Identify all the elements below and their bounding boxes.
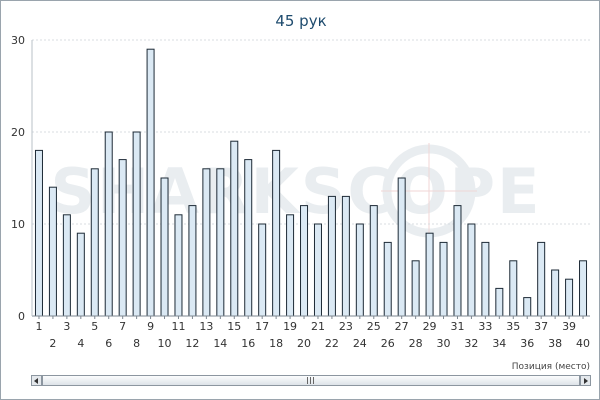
x-tick-label: 30 <box>437 337 451 350</box>
bar <box>313 223 322 317</box>
bar <box>62 214 71 317</box>
x-tick-label: 9 <box>147 320 154 333</box>
x-tick-label: 23 <box>339 320 353 333</box>
bar <box>258 223 267 317</box>
bar <box>146 48 155 317</box>
bar <box>355 223 364 317</box>
bar <box>341 195 350 317</box>
bar <box>495 287 504 317</box>
bar <box>230 140 239 317</box>
bar <box>34 149 43 317</box>
y-tick-label: 0 <box>18 310 25 323</box>
bar <box>160 177 169 317</box>
x-tick-label: 4 <box>77 337 84 350</box>
x-tick-label: 12 <box>185 337 199 350</box>
bar <box>174 214 183 317</box>
bar <box>411 260 420 317</box>
x-tick-label: 17 <box>255 320 269 333</box>
bar <box>300 205 309 317</box>
y-tick-label: 10 <box>11 218 25 231</box>
scroll-left-button[interactable] <box>32 376 42 385</box>
x-tick-label: 6 <box>105 337 112 350</box>
x-tick-label: 3 <box>63 320 70 333</box>
x-tick-label: 38 <box>548 337 562 350</box>
y-tick-label: 30 <box>11 34 25 47</box>
bar <box>439 241 448 317</box>
bar <box>369 205 378 317</box>
x-tick-label: 33 <box>478 320 492 333</box>
x-tick-label: 15 <box>227 320 241 333</box>
x-tick-label: 31 <box>450 320 464 333</box>
bar <box>537 241 546 317</box>
x-tick-label: 13 <box>199 320 213 333</box>
y-tick-label: 20 <box>11 126 25 139</box>
x-axis-title: Позиция (место) <box>512 362 590 372</box>
x-tick-label: 20 <box>297 337 311 350</box>
arrow-right-icon <box>584 378 588 384</box>
bar <box>286 214 295 317</box>
arrow-left-icon <box>34 378 38 384</box>
x-tick-label: 35 <box>506 320 520 333</box>
bar <box>551 269 560 317</box>
x-tick-label: 37 <box>534 320 548 333</box>
bar <box>244 159 253 317</box>
bar <box>453 205 462 317</box>
bar <box>90 168 99 317</box>
x-tick-label: 19 <box>283 320 297 333</box>
x-tick-label: 7 <box>119 320 126 333</box>
bar <box>383 241 392 317</box>
bar <box>216 168 225 317</box>
bar <box>523 297 532 317</box>
bar <box>481 241 490 317</box>
x-tick-label: 24 <box>353 337 367 350</box>
bar <box>188 205 197 317</box>
x-tick-label: 18 <box>269 337 283 350</box>
x-tick-label: 39 <box>562 320 576 333</box>
bar <box>48 186 57 317</box>
bar <box>272 149 281 317</box>
bar <box>76 232 85 317</box>
x-tick-label: 29 <box>423 320 437 333</box>
bar <box>467 223 476 317</box>
scroll-thumb[interactable] <box>42 376 580 385</box>
bar <box>327 195 336 317</box>
x-tick-label: 2 <box>49 337 56 350</box>
x-tick-label: 1 <box>35 320 42 333</box>
x-tick-label: 21 <box>311 320 325 333</box>
bar <box>579 260 588 317</box>
x-tick-label: 14 <box>213 337 227 350</box>
x-tick-label: 32 <box>464 337 478 350</box>
scroll-right-button[interactable] <box>580 376 590 385</box>
bar <box>118 159 127 317</box>
horizontal-scrollbar[interactable] <box>31 375 591 386</box>
x-tick-label: 22 <box>325 337 339 350</box>
x-tick-label: 25 <box>367 320 381 333</box>
bar <box>202 168 211 317</box>
x-tick-label: 5 <box>91 320 98 333</box>
bar <box>565 278 574 317</box>
x-tick-label: 11 <box>171 320 185 333</box>
x-tick-label: 40 <box>576 337 590 350</box>
x-tick-label: 16 <box>241 337 255 350</box>
bar <box>132 131 141 317</box>
x-tick-label: 26 <box>381 337 395 350</box>
x-tick-label: 10 <box>158 337 172 350</box>
x-tick-label: 8 <box>133 337 140 350</box>
bar <box>425 232 434 317</box>
grip-icon <box>307 377 315 384</box>
x-tick-label: 36 <box>520 337 534 350</box>
bar <box>104 131 113 317</box>
bar <box>509 260 518 317</box>
bar <box>397 177 406 317</box>
x-tick-label: 28 <box>409 337 423 350</box>
chart-title: 45 рук <box>275 12 326 30</box>
x-tick-label: 27 <box>395 320 409 333</box>
x-tick-label: 34 <box>492 337 506 350</box>
